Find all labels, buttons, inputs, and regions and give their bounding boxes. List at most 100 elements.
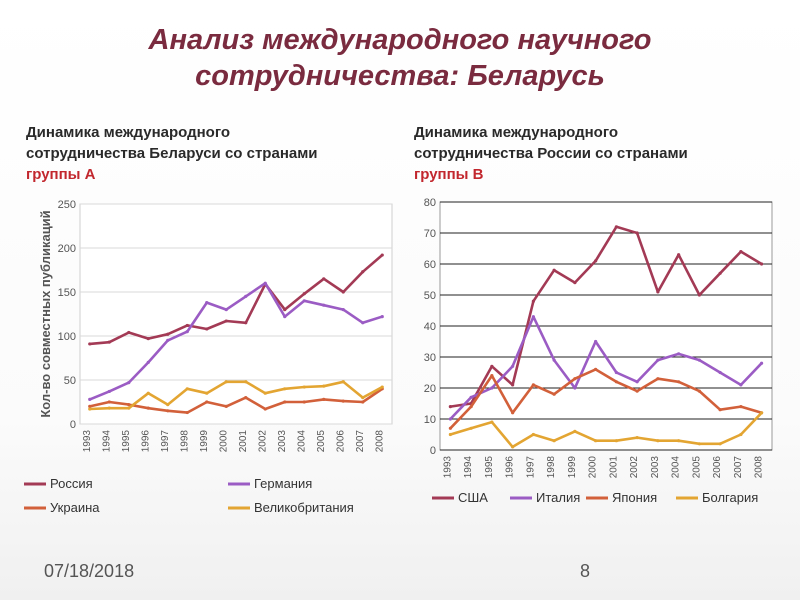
x-tick-label: 2006 (335, 430, 346, 453)
data-point (205, 327, 209, 331)
x-tick-label: 1995 (484, 456, 495, 479)
right-heading-line1: Динамика международного (414, 124, 619, 141)
x-tick-label: 2006 (712, 456, 723, 479)
left-heading-line1: Динамика международного (26, 124, 231, 141)
data-point (635, 436, 639, 440)
series-line-1 (449, 315, 763, 420)
data-point (531, 299, 535, 303)
x-tick-label: 1993 (442, 456, 453, 479)
data-point (361, 396, 365, 400)
data-point (361, 270, 365, 274)
data-point (677, 380, 681, 384)
data-point (322, 303, 326, 307)
x-tick-label: 2000 (588, 456, 599, 479)
y-tick-label: 30 (424, 352, 436, 364)
x-tick-label: 2005 (316, 430, 327, 453)
data-point (469, 405, 473, 409)
data-point (224, 380, 228, 384)
data-point (146, 360, 150, 364)
legend-label: Япония (612, 490, 657, 505)
y-tick-label: 0 (70, 419, 76, 431)
data-point (244, 321, 248, 325)
x-tick-label: 1996 (505, 456, 516, 479)
data-point (552, 439, 556, 443)
data-point (448, 405, 452, 409)
data-point (573, 377, 577, 381)
data-point (760, 361, 764, 365)
data-point (127, 381, 131, 385)
data-point (302, 292, 306, 296)
data-point (739, 250, 743, 254)
data-point (677, 253, 681, 257)
data-point (511, 383, 515, 387)
data-point (656, 358, 660, 362)
data-point (697, 293, 701, 297)
data-point (594, 439, 598, 443)
data-point (635, 389, 639, 393)
data-point (127, 330, 131, 335)
data-point (107, 340, 111, 344)
legend-label: Украина (50, 500, 100, 515)
legend-label: США (458, 490, 488, 505)
y-tick-label: 20 (424, 383, 436, 395)
slide-title-line2: сотрудничества: Беларусь (195, 60, 605, 92)
data-point (127, 406, 131, 410)
x-tick-label: 2007 (355, 430, 366, 453)
x-tick-label: 1998 (179, 430, 190, 453)
belarus-collaboration-chart: 0 50 100 150 200 250 1993 1994 1995 1996 1997 1998 1… (24, 199, 393, 515)
right-heading-line2: сотрудничества России со странами (414, 145, 688, 162)
data-point (531, 432, 535, 437)
data-point (469, 426, 473, 430)
x-tick-label: 2008 (374, 430, 385, 453)
series-line-2 (449, 368, 762, 430)
data-point (739, 383, 743, 387)
data-point (573, 281, 577, 285)
y-tick-label: 150 (58, 287, 76, 299)
left-heading-line2: сотрудничества Беларуси со странами (26, 145, 318, 162)
data-point (205, 300, 209, 305)
data-point (107, 406, 111, 410)
data-point (88, 407, 92, 411)
data-point (166, 338, 170, 342)
russia-collaboration-chart: 0 10 20 30 40 50 60 70 80 1993 1994 1995 1996 1997 199… (424, 197, 773, 505)
data-point (107, 389, 111, 394)
data-point (224, 308, 228, 312)
legend-label: Италия (536, 490, 580, 505)
y-tick-label: 0 (430, 445, 436, 457)
data-point (697, 442, 701, 446)
x-tick-label: 2002 (257, 430, 268, 453)
data-point (614, 380, 618, 384)
x-tick-label: 2001 (238, 430, 249, 453)
plot-area (79, 203, 393, 425)
data-point (322, 397, 326, 401)
y-tick-label: 50 (424, 290, 436, 302)
data-point (244, 380, 248, 384)
data-point (490, 420, 494, 424)
right-chart-heading: Динамика международного сотрудничества Р… (414, 122, 784, 185)
data-point (302, 385, 306, 389)
x-tick-label: 1997 (160, 430, 171, 453)
data-point (677, 439, 681, 443)
x-tick-label: 2001 (608, 456, 619, 479)
x-tick-label: 1993 (82, 430, 93, 453)
data-point (718, 370, 722, 375)
data-point (739, 405, 743, 409)
data-point (552, 358, 556, 362)
y-tick-label: 70 (424, 228, 436, 240)
y-tick-label: 60 (424, 259, 436, 271)
data-point (380, 253, 384, 257)
data-point (614, 225, 618, 229)
data-point (760, 262, 764, 266)
data-point (490, 374, 494, 378)
data-point (635, 231, 639, 235)
data-point (718, 442, 722, 446)
data-point (718, 271, 722, 275)
data-point (594, 259, 598, 263)
slide-title-line1: Анализ международного научного (148, 24, 652, 56)
data-point (573, 429, 577, 433)
x-tick-label: 1999 (199, 430, 210, 453)
data-point (107, 400, 111, 404)
series-line-1 (89, 281, 383, 401)
data-point (361, 400, 365, 404)
data-point (185, 410, 189, 415)
